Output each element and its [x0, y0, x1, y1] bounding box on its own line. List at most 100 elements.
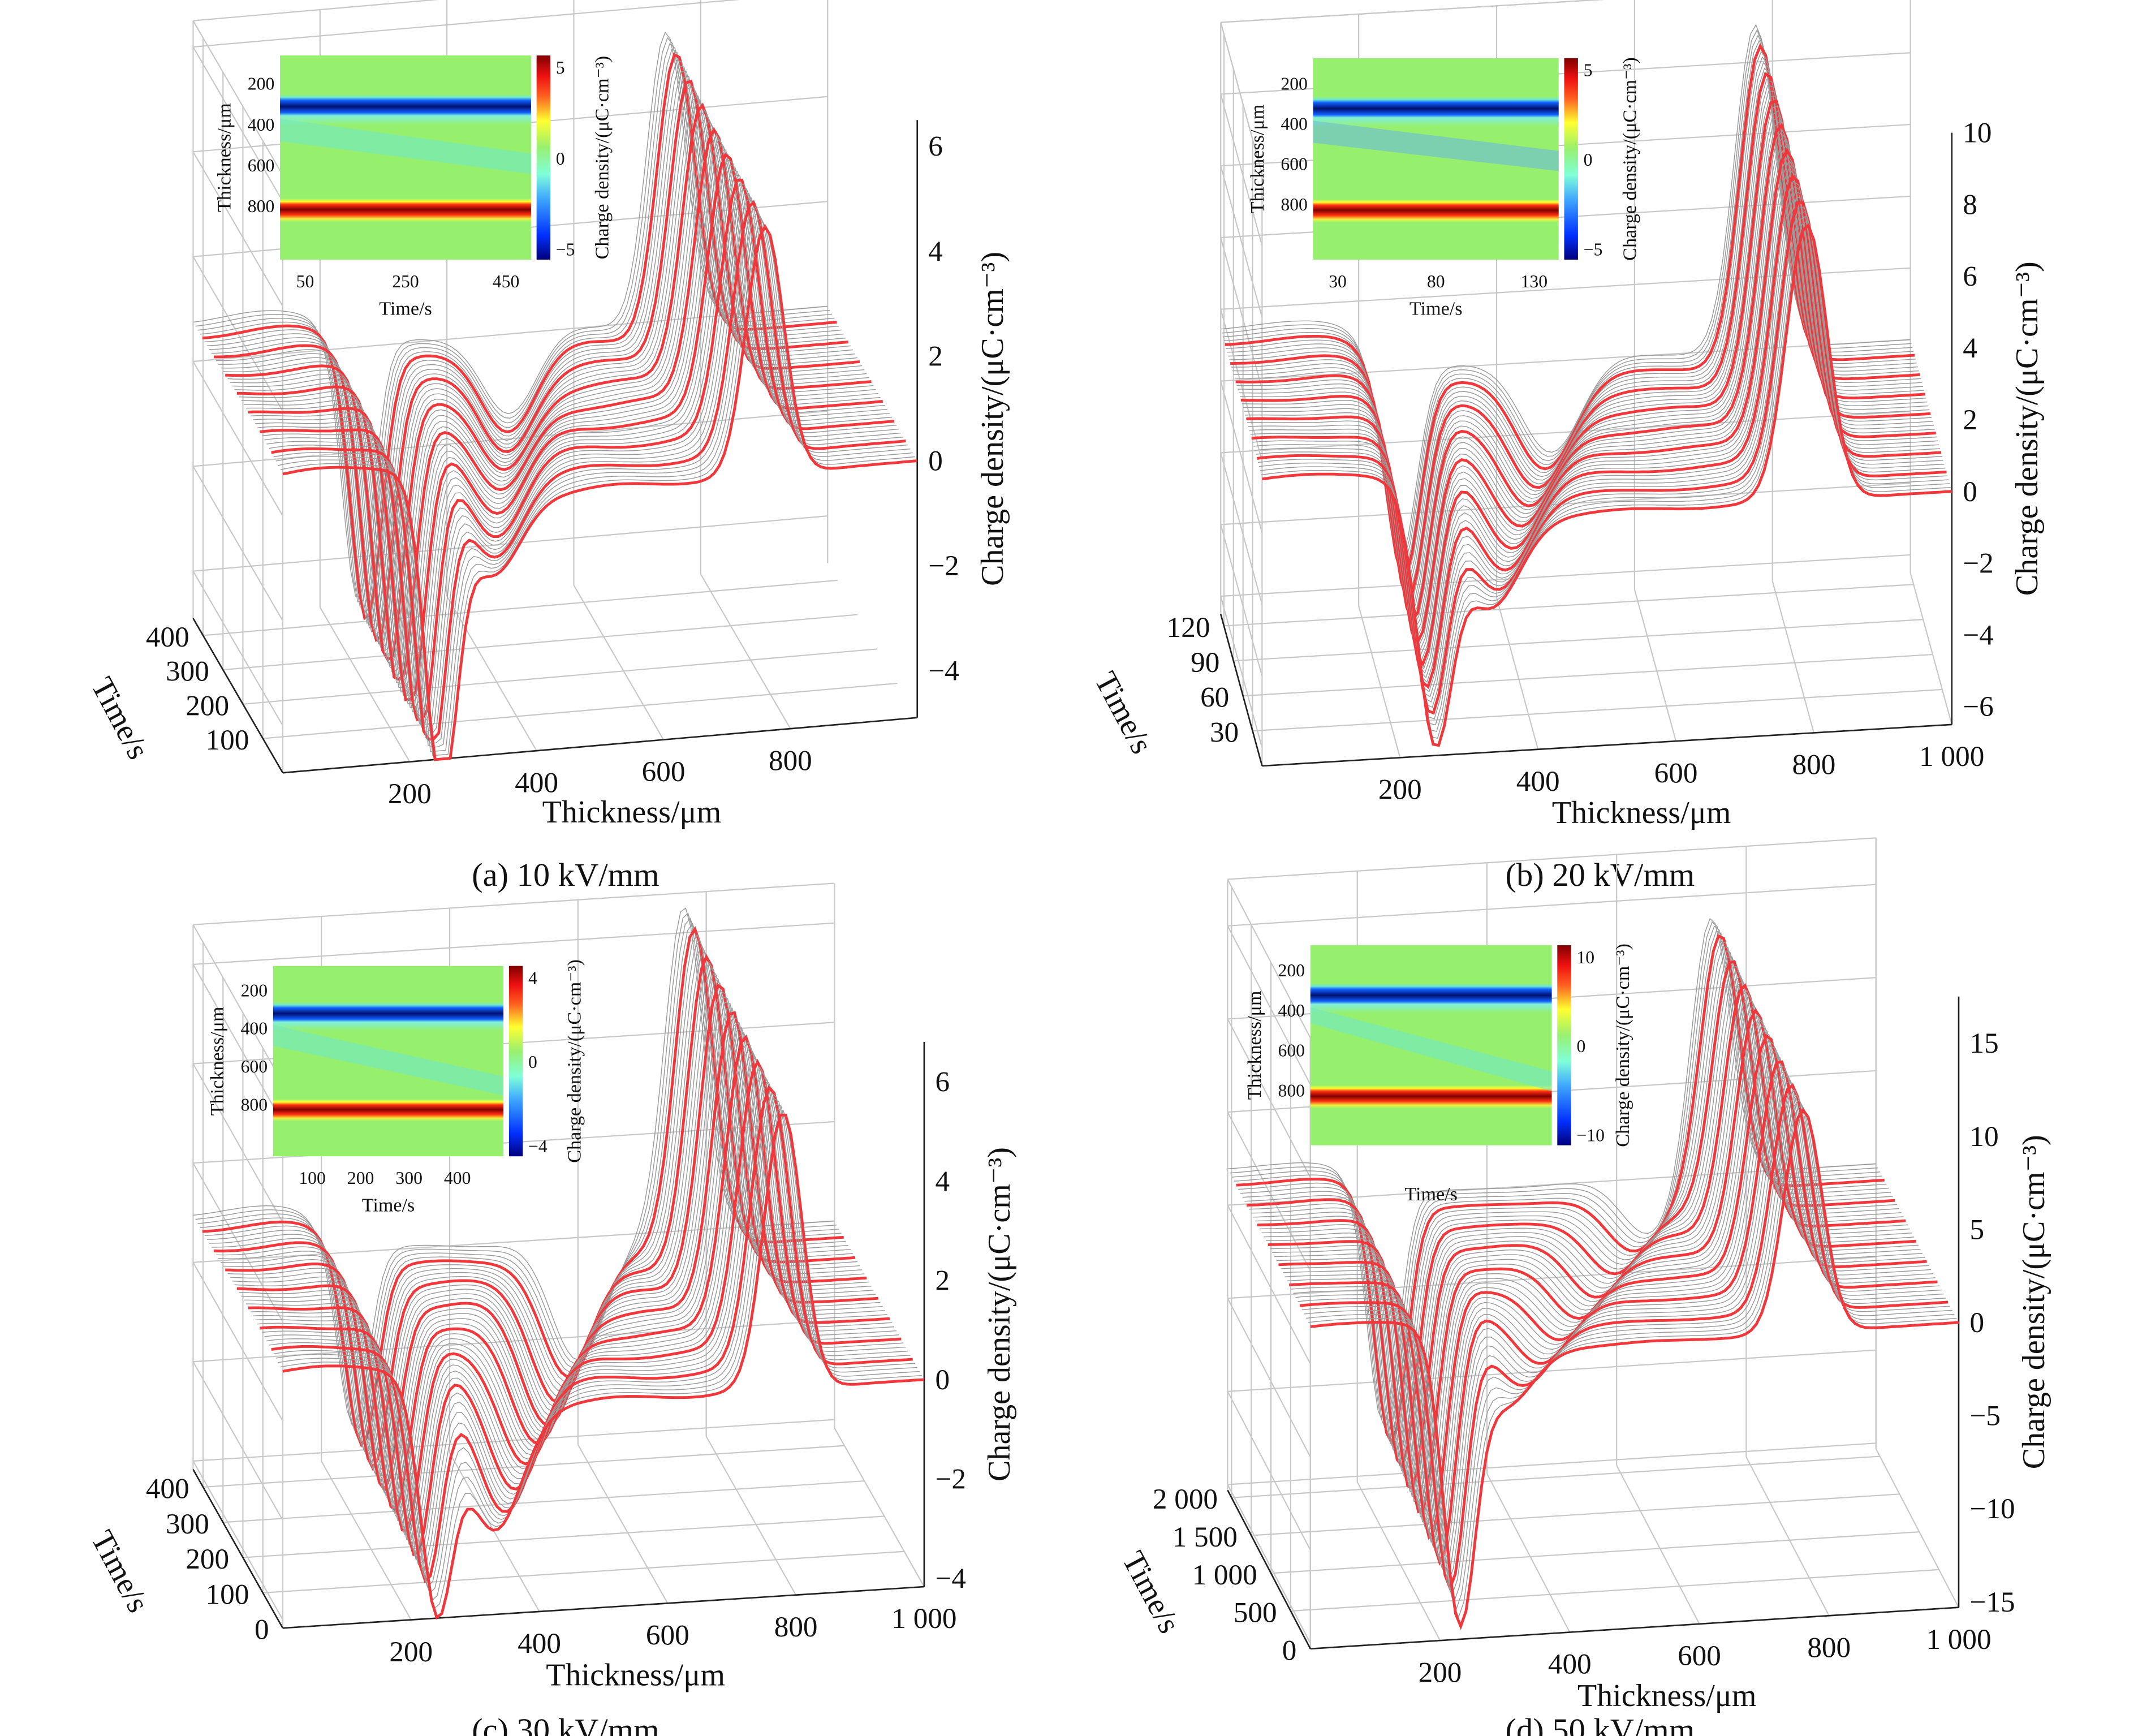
gridline-z: [192, 571, 283, 726]
x-axis: [1262, 723, 1952, 767]
y-axis-title: Time/s: [84, 672, 156, 765]
z-tick-label: −4: [928, 654, 959, 687]
y-tick-label: 300: [166, 656, 209, 688]
x-axis: [1310, 1606, 1959, 1650]
profile-line: [1247, 154, 1937, 670]
gridline-y: [1271, 1531, 1920, 1574]
inset-x-tick-label: 80: [1427, 272, 1445, 291]
inset-heatmap: 50−5 Charge density/(μC·cm⁻³)200400600800…: [1247, 57, 1640, 319]
z-tick-label: 2: [935, 1264, 950, 1296]
gridline-y: [262, 1550, 904, 1594]
gridline-z: [192, 1461, 283, 1620]
inset-y-tick-label: 800: [1281, 195, 1308, 214]
inset-y-tick-label: 600: [1281, 154, 1308, 174]
gridline-y: [1231, 1455, 1880, 1498]
gridline-z: [1221, 339, 1911, 382]
inset-x-tick-label: 100: [299, 1168, 326, 1188]
y-tick-label: 100: [206, 1578, 249, 1610]
inset-heatmap: 4 0 −4 Charge density/(μC·cm⁻³) 200 400 600 800…: [207, 959, 585, 1216]
y-tick-label: 1 500: [1173, 1521, 1238, 1553]
gridline-y: [243, 648, 878, 705]
inset-y-tick-label: 400: [1278, 1001, 1305, 1020]
z-tick-label: −2: [928, 550, 959, 582]
x-tick-label: 200: [388, 778, 432, 810]
gridline-z: [192, 1262, 283, 1421]
colorbar-tick-label: −4: [528, 1136, 548, 1156]
colorbar-tick-label: 0: [556, 149, 565, 169]
x-axis: [282, 717, 917, 774]
inset-y-tick-label: 200: [1278, 960, 1305, 980]
x-tick-label: 1 000: [891, 1603, 956, 1635]
highlighted-profile-line: [1310, 1107, 1959, 1630]
inset-x-axis-title: Time/s: [379, 299, 432, 320]
inset-x-tick-label: 300: [395, 1168, 423, 1188]
z-tick-label: 6: [1963, 260, 1977, 292]
profile-line: [1231, 79, 1921, 604]
inset-x-tick-label: 130: [1521, 272, 1548, 291]
gridline-x: [834, 1428, 925, 1587]
colorbar-tick-label: 0: [1576, 1036, 1585, 1056]
z-tick-label: 4: [935, 1165, 950, 1197]
migrating-charge-band: [280, 118, 531, 174]
profile-line: [216, 961, 858, 1474]
x-tick-label: 800: [769, 744, 812, 777]
colorbar-title: Charge density/(μC·cm⁻³): [1619, 57, 1640, 261]
colorbar-tick-label: 4: [528, 968, 537, 988]
inset-y-tick-label: 400: [248, 115, 275, 135]
gridline-x: [1633, 589, 1677, 742]
z-tick-label: 6: [928, 131, 943, 163]
inset-x-tick-label: 400: [444, 1168, 471, 1188]
gridline-y: [223, 1480, 865, 1523]
gridline-y: [1233, 619, 1924, 662]
inset-heatmap: 50−5 Charge density/(μC·cm⁻³)200400600800…: [214, 55, 613, 320]
x-tick-label: 800: [774, 1611, 818, 1643]
x-tick-label: 1 000: [1919, 740, 1984, 773]
colorbar-tick-label: −10: [1576, 1125, 1605, 1145]
gridline-x: [446, 596, 537, 751]
highlighted-profile-line: [1246, 147, 1936, 667]
x-tick-label: 200: [1419, 1656, 1462, 1688]
inset-x-tick-label: 50: [296, 272, 314, 291]
y-tick-label: 400: [146, 1472, 189, 1505]
x-tick-label: 200: [389, 1636, 433, 1668]
gridline-z: [1221, 0, 1605, 23]
gridline-z: [1221, 554, 1911, 597]
profile-line: [1253, 186, 1943, 697]
gridline-x: [1771, 580, 1814, 733]
gridline-z: [1221, 411, 1911, 454]
z-tick-label: 15: [1969, 1027, 1998, 1059]
z-tick-label: 10: [1969, 1121, 1998, 1153]
inset-heatmap: 10 0 −10 Charge density/(μC·cm⁻³) 200 400 600 8…: [1244, 944, 1633, 1205]
highlighted-profile-line: [282, 223, 917, 761]
gridline-x: [321, 1461, 412, 1621]
inset-y-axis-title: Thickness/μm: [1247, 104, 1268, 213]
z-tick-label: 4: [1963, 332, 1977, 364]
y-tick-label: 500: [1234, 1597, 1277, 1629]
z-tick-label: −6: [1963, 691, 1993, 723]
gridline-x: [1356, 1481, 1441, 1641]
gridline-x: [577, 1444, 669, 1604]
gridline-y: [202, 579, 838, 636]
y-tick-label: 90: [1191, 647, 1219, 679]
y-tick-label: 0: [255, 1614, 269, 1646]
y-axis: [1219, 614, 1263, 766]
z-tick-label: −15: [1969, 1586, 2015, 1618]
x-tick-label: 400: [1548, 1648, 1592, 1681]
gridline-x: [700, 574, 791, 729]
z-axis-title: Charge density/(μC·cm⁻³): [2010, 261, 2045, 596]
x-tick-label: 600: [646, 1619, 689, 1651]
x-tick-label: 600: [1678, 1640, 1721, 1672]
x-tick-label: 200: [1378, 774, 1422, 806]
gridline-y: [1243, 653, 1933, 697]
profile-line: [262, 1066, 904, 1561]
profile-line: [255, 1051, 897, 1545]
y-tick-label: 1 000: [1192, 1559, 1257, 1591]
z-axis-title: Charge density/(μC·cm⁻³): [975, 252, 1010, 586]
gridline-y: [1290, 1569, 1939, 1612]
highlighted-profile-line: [1230, 71, 1920, 601]
box-edge: [192, 20, 283, 176]
box-edge: [1227, 878, 1311, 1039]
gridline-z: [1227, 1205, 1311, 1364]
colorbar-title: Charge density/(μC·cm⁻³): [1613, 944, 1633, 1147]
profile-line: [264, 1071, 906, 1566]
